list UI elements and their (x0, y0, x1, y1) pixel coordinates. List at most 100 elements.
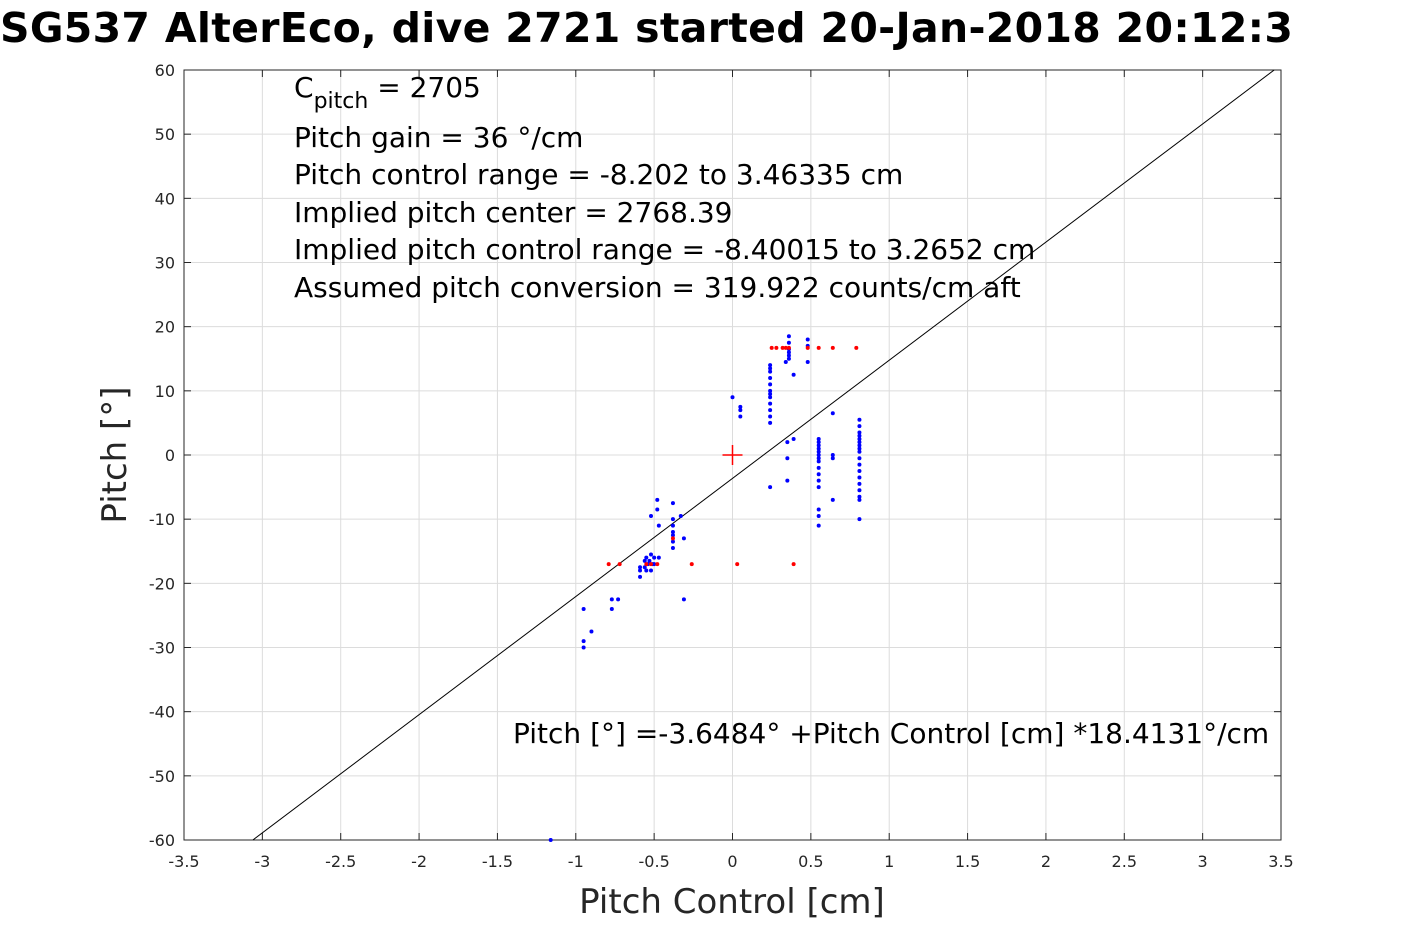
blue-data-point (857, 433, 862, 438)
x-tick-label: -3 (254, 852, 270, 871)
blue-data-point (816, 472, 821, 477)
red-data-point (791, 562, 796, 567)
blue-data-point (649, 568, 654, 573)
data-points (548, 334, 862, 842)
x-tick-label: 3 (1198, 852, 1208, 871)
fit-equation: Pitch [°] =-3.6484° +Pitch Control [cm] … (513, 717, 1269, 750)
blue-data-point (652, 562, 657, 567)
blue-data-point (786, 356, 791, 361)
red-data-point (805, 345, 810, 350)
blue-data-point (857, 469, 862, 474)
blue-data-point (805, 337, 810, 342)
red-data-point (774, 345, 779, 350)
blue-data-point (830, 456, 835, 461)
blue-data-point (548, 838, 553, 842)
blue-data-point (670, 530, 675, 534)
x-tick-label: 0 (727, 852, 737, 871)
x-tick-label: 0.5 (798, 852, 823, 871)
red-data-point (783, 345, 788, 350)
blue-data-point (738, 414, 743, 419)
center-marker-group (722, 445, 743, 465)
blue-data-point (738, 408, 743, 413)
blue-data-point (786, 334, 791, 339)
blue-data-point (857, 449, 862, 454)
red-data-point (689, 562, 694, 567)
blue-data-point (857, 430, 862, 435)
blue-data-point (816, 436, 821, 441)
blue-data-point (791, 436, 796, 441)
ticks: -3.5 -3 -2.5 -2 -1.5 -1 -0.5 0 0.5 1 1.5 2 2.5 3 3.5 -6… (149, 61, 1294, 871)
blue-data-point (816, 453, 821, 457)
red-data-point (655, 562, 660, 567)
blue-data-point (768, 485, 773, 490)
red-data-point (617, 562, 622, 567)
blue-data-point (816, 523, 821, 528)
blue-data-point (730, 395, 735, 400)
x-tick-label: 3.5 (1268, 852, 1293, 871)
blue-data-point (681, 536, 686, 541)
x-axis-label: Pitch Control [cm] (579, 882, 885, 922)
x-tick-label: -1 (568, 852, 584, 871)
x-tick-label: -2 (411, 852, 427, 871)
blue-data-point (649, 513, 654, 518)
blue-data-point (589, 629, 594, 634)
blue-data-point (738, 404, 743, 409)
blue-data-point (670, 546, 675, 551)
blue-data-point (816, 507, 821, 512)
red-data-point (670, 536, 675, 541)
implied-pitch-center-annotation: Implied pitch center = 2768.39 (294, 196, 732, 229)
pitch-conversion-annotation: Assumed pitch conversion = 319.922 count… (294, 271, 1021, 304)
blue-data-point (816, 449, 821, 454)
blue-data-point (786, 340, 791, 345)
blue-data-point (857, 494, 862, 499)
blue-data-point (768, 420, 773, 425)
y-tick-label: 10 (155, 382, 175, 401)
blue-data-point (786, 353, 791, 358)
blue-data-point (638, 565, 643, 570)
blue-data-point (656, 555, 661, 560)
blue-data-point (656, 523, 661, 528)
y-tick-label: -40 (149, 703, 175, 722)
blue-data-point (644, 568, 649, 573)
fit-line-group (252, 69, 1275, 841)
blue-data-point (652, 555, 657, 560)
blue-data-point (786, 350, 791, 355)
blue-data-point (644, 555, 649, 560)
x-tick-label: -1.5 (482, 852, 513, 871)
blue-data-point (681, 597, 686, 602)
blue-data-point (857, 497, 862, 502)
implied-pitch-range-annotation: Implied pitch control range = -8.40015 t… (294, 233, 1035, 266)
blue-data-point (785, 440, 790, 445)
blue-data-point (768, 414, 773, 419)
red-data-point (606, 562, 611, 567)
pitch-control-range-annotation: Pitch control range = -8.202 to 3.46335 … (294, 158, 903, 191)
y-tick-label: 20 (155, 318, 175, 337)
blue-data-point (616, 597, 621, 602)
blue-data-point (857, 440, 862, 445)
y-tick-label: 0 (165, 446, 175, 465)
blue-data-point (857, 517, 862, 522)
blue-data-point (638, 574, 643, 579)
blue-data-point (816, 485, 821, 490)
pitch-gain-annotation: Pitch gain = 36 °/cm (294, 121, 583, 154)
blue-data-point (768, 408, 773, 413)
x-tick-label: -3.5 (168, 852, 199, 871)
blue-data-point (857, 475, 862, 480)
blue-data-point (642, 558, 647, 563)
x-tick-label: 1 (884, 852, 894, 871)
y-tick-label: 30 (155, 254, 175, 273)
y-tick-label: -10 (149, 510, 175, 529)
blue-data-point (816, 440, 821, 445)
blue-data-point (638, 568, 643, 573)
blue-data-point (830, 453, 835, 457)
red-data-point (830, 345, 835, 350)
blue-data-point (857, 462, 862, 467)
blue-data-point (857, 446, 862, 451)
x-tick-label: -0.5 (639, 852, 670, 871)
blue-data-point (642, 565, 647, 570)
blue-data-point (768, 395, 773, 400)
red-data-point (816, 345, 821, 350)
y-tick-label: -30 (149, 639, 175, 658)
y-tick-label: -60 (149, 831, 175, 850)
